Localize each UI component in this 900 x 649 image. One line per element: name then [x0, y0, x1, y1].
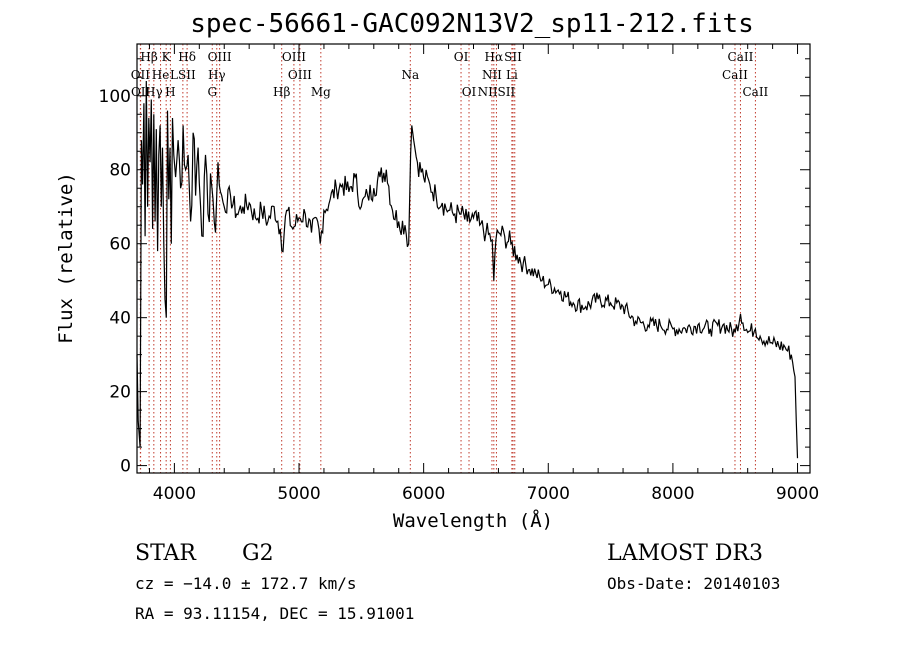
spectral-line-label-16: Li: [506, 68, 518, 82]
x-tick-label-0: 4000: [153, 484, 196, 504]
x-tick-label-2: 6000: [402, 484, 445, 504]
spectral-line-label-5: OI: [454, 50, 469, 64]
object-type: STAR: [135, 541, 197, 566]
spectral-line-label-11: LSII: [170, 68, 196, 82]
spectral-line-label-24: OI: [462, 85, 477, 99]
y-tick-label-0: 0: [120, 457, 131, 477]
spectral-line-label-2: Hδ: [178, 50, 196, 64]
spectral-line-label-23: Mg: [311, 85, 331, 99]
spectral-line-label-17: CaII: [722, 68, 748, 82]
x-tick-label-1: 5000: [277, 484, 320, 504]
x-axis-label: Wavelength (Å): [393, 509, 553, 532]
spectral-line-label-7: SII: [504, 50, 522, 64]
y-tick-label-3: 60: [109, 235, 131, 255]
spectral-line-labels: Hβ K Hδ OIII OIII OI Hα SII CaII OII He LSII Hγ OIII N…: [131, 50, 769, 99]
spectral-line-markers: [139, 44, 756, 473]
plot-frame: [136, 43, 811, 474]
y-tick-label-1: 20: [109, 383, 131, 403]
spectral-line-label-21: G: [207, 85, 217, 99]
spectral-line-label-0: Hβ: [140, 50, 157, 64]
spectral-line-label-19: Hγ: [145, 85, 163, 99]
spectral-line-label-25: NIISII: [478, 85, 516, 99]
spectral-line-label-10: He: [152, 68, 170, 82]
spectral-line-label-22: Hβ: [273, 85, 290, 99]
spectral-line-label-20: H: [165, 85, 175, 99]
flux-series-line: [136, 80, 799, 459]
spectral-line-label-3: OIII: [208, 50, 232, 64]
spectral-line-label-15: NII: [482, 68, 502, 82]
object-subclass: G2: [242, 541, 274, 566]
survey-name: LAMOST DR3: [607, 541, 763, 566]
y-tick-label-5: 100: [99, 87, 131, 107]
x-tick-label-4: 8000: [651, 484, 694, 504]
spectral-line-label-13: OIII: [288, 68, 312, 82]
spectral-line-label-8: CaII: [728, 50, 754, 64]
spectral-line-label-4: OIII: [282, 50, 306, 64]
x-tick-label-3: 7000: [527, 484, 570, 504]
y-tick-label-4: 80: [109, 161, 131, 181]
spectral-line-label-1: K: [162, 50, 172, 64]
chart-title: spec-56661-GAC092N13V2_sp11-212.fits: [190, 9, 754, 39]
spectral-line-label-9: OII: [131, 68, 151, 82]
spectral-line-label-14: Na: [401, 68, 419, 82]
coordinates: RA = 93.11154, DEC = 15.91001: [135, 604, 414, 623]
spectral-line-label-12: Hγ: [208, 68, 226, 82]
y-axis-ticks: 0 20 40 60 80 100: [99, 58, 810, 477]
y-tick-label-2: 40: [109, 309, 131, 329]
spectral-line-label-26: CaII: [742, 85, 768, 99]
x-tick-label-5: 9000: [776, 484, 819, 504]
redshift-velocity: cz = −14.0 ± 172.7 km/s: [135, 574, 357, 593]
observation-date: Obs-Date: 20140103: [607, 574, 780, 593]
y-axis-label: Flux (relative): [55, 172, 77, 344]
x-axis-ticks: 4000 5000 6000 7000 8000 9000: [148, 44, 819, 504]
spectral-line-label-6: Hα: [485, 50, 504, 64]
